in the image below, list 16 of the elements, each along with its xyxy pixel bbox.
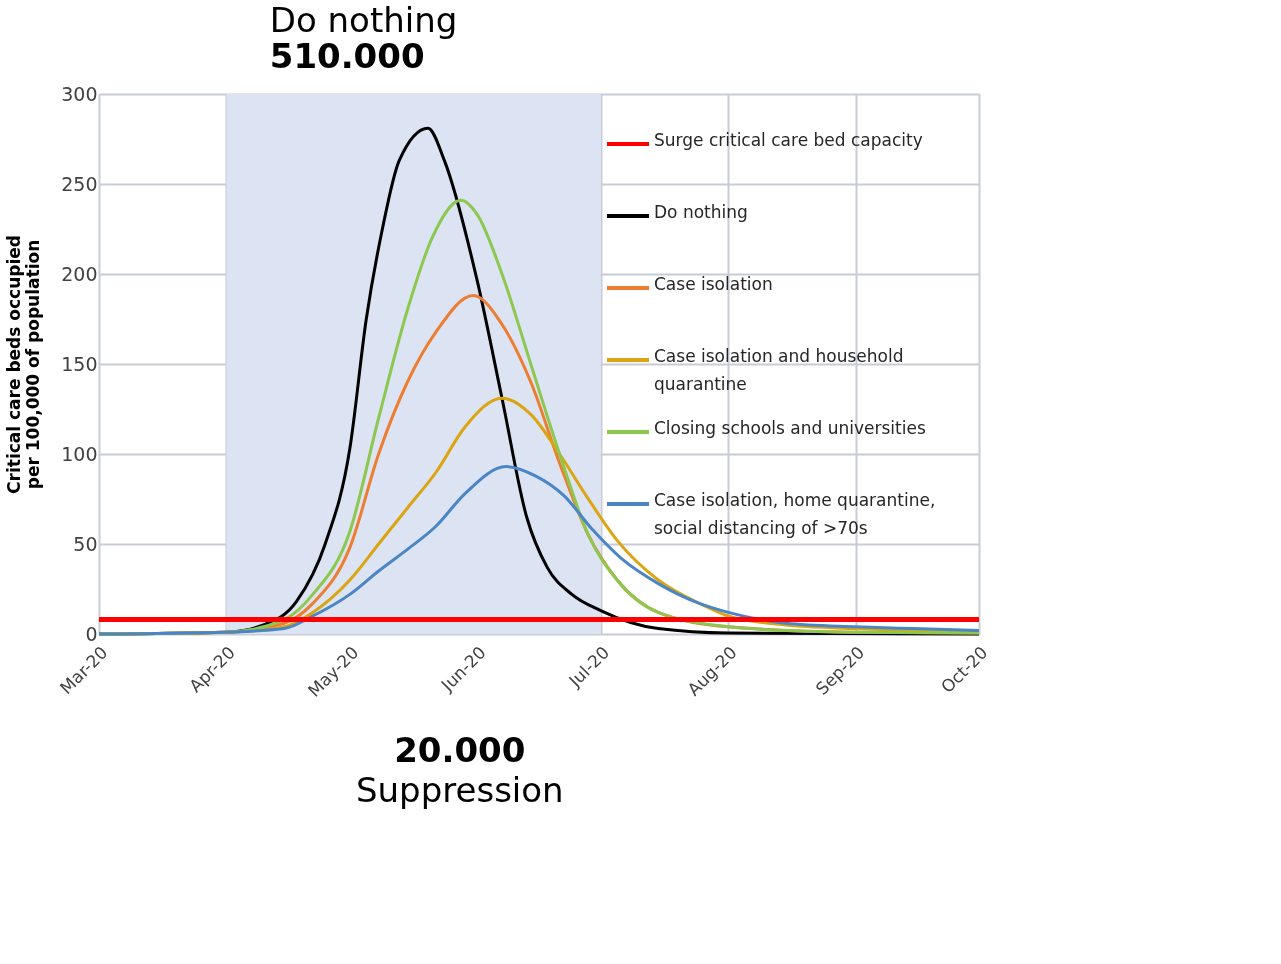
legend-label: Case isolation <box>654 274 773 294</box>
text: 20.000 <box>394 730 526 770</box>
y-tick-label: 250 <box>61 172 98 195</box>
y-tick-label: 150 <box>61 352 98 375</box>
y-tick-label: 100 <box>61 442 98 465</box>
y-tick-label: 300 <box>61 82 98 105</box>
y-tick-label: 200 <box>61 262 98 285</box>
legend-label: Closing schools and universities <box>654 418 926 438</box>
legend-label: Case isolation, home quarantine, social distancing of >70s <box>654 490 936 538</box>
legend-label: Do nothing <box>654 202 748 222</box>
y-tick-label: 0 <box>85 622 98 645</box>
text: Suppression <box>355 770 564 810</box>
legend-label: Surge critical care bed capacity <box>654 130 923 150</box>
y-tick-label: 50 <box>73 532 98 555</box>
y-axis-title: Critical care beds occupied per 100,000 of population <box>4 235 44 494</box>
legend-label: Case isolation and household quarantine <box>654 346 904 394</box>
